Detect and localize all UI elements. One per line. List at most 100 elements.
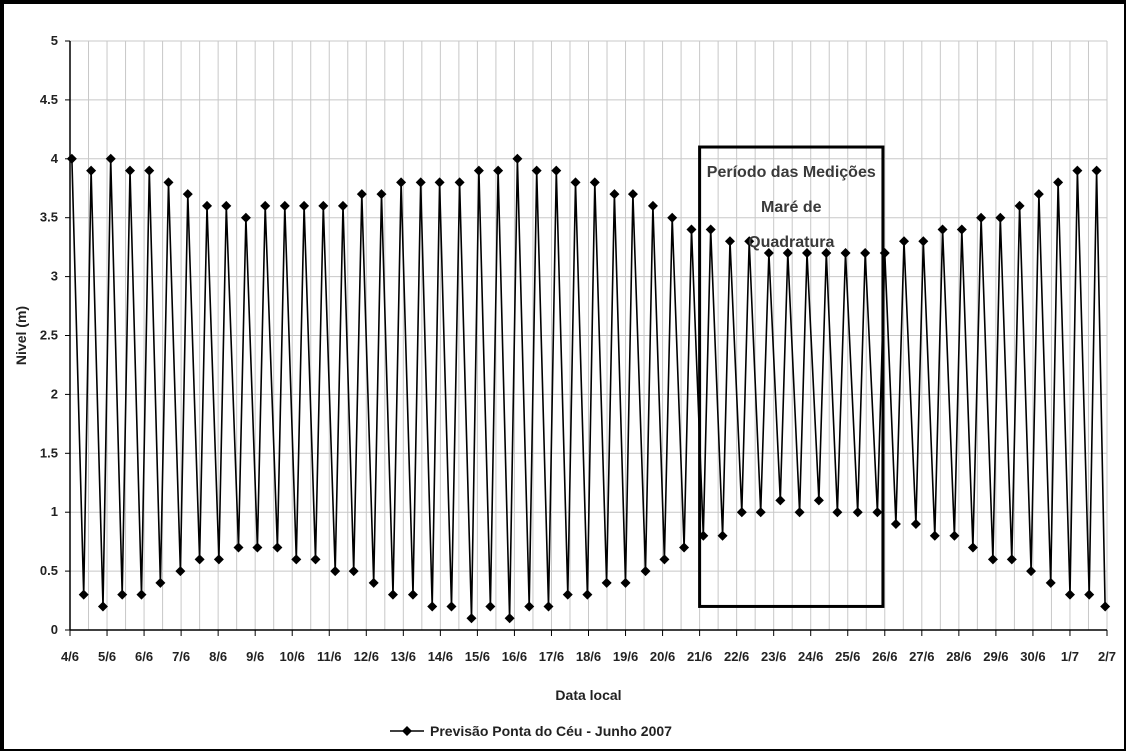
data-point — [647, 200, 658, 211]
x-tick-label: 13/6 — [391, 649, 416, 664]
data-point — [813, 495, 824, 506]
data-point — [144, 165, 155, 176]
annotation-text: Quadratura — [748, 234, 834, 251]
data-point — [182, 189, 193, 200]
data-point — [724, 236, 735, 247]
data-point — [899, 236, 910, 247]
y-tick-label: 1.5 — [40, 445, 58, 460]
data-point — [524, 601, 535, 612]
data-point — [1026, 566, 1037, 577]
annotation-text: Período das Medições — [707, 164, 876, 181]
data-point — [136, 589, 147, 600]
x-tick-label: 16/6 — [502, 649, 527, 664]
x-tick-label: 5/6 — [98, 649, 116, 664]
data-point — [260, 200, 271, 211]
data-point — [97, 601, 108, 612]
y-tick-label: 4.5 — [40, 92, 58, 107]
data-point — [821, 248, 832, 259]
data-point — [233, 542, 244, 553]
data-point — [155, 577, 166, 588]
y-axis-title: Nivel (m) — [13, 306, 29, 365]
data-point — [620, 577, 631, 588]
data-point — [318, 200, 329, 211]
data-point — [640, 566, 651, 577]
data-point — [755, 507, 766, 518]
data-point — [330, 566, 341, 577]
x-tick-label: 17/6 — [539, 649, 564, 664]
data-point — [582, 589, 593, 600]
data-point — [918, 236, 929, 247]
y-tick-label: 3.5 — [40, 210, 58, 225]
data-point — [1072, 165, 1083, 176]
data-point — [929, 530, 940, 541]
data-point — [202, 200, 213, 211]
annotation-box — [698, 145, 885, 608]
data-point — [252, 542, 263, 553]
x-tick-label: 30/6 — [1020, 649, 1045, 664]
y-tick-label: 1 — [51, 504, 58, 519]
x-tick-label: 11/6 — [317, 649, 342, 664]
data-point — [1014, 200, 1025, 211]
data-point — [794, 507, 805, 518]
data-point — [427, 601, 438, 612]
x-tick-label: 25/6 — [835, 649, 860, 664]
data-point — [348, 566, 359, 577]
data-point — [686, 224, 697, 235]
data-point — [531, 165, 542, 176]
data-point — [840, 248, 851, 259]
series-line — [71, 158, 1106, 619]
x-tick-label: 9/6 — [246, 649, 264, 664]
data-point — [782, 248, 793, 259]
data-point — [86, 165, 97, 176]
legend-marker — [402, 726, 412, 736]
data-point — [609, 189, 620, 200]
x-tick-label: 23/6 — [761, 649, 786, 664]
y-tick-label: 2 — [51, 386, 58, 401]
data-point — [1045, 577, 1056, 588]
x-tick-label: 7/6 — [172, 649, 190, 664]
data-point — [627, 189, 638, 200]
data-point — [78, 589, 89, 600]
x-tick-label: 22/6 — [724, 649, 749, 664]
x-tick-label: 14/6 — [428, 649, 453, 664]
data-point — [949, 530, 960, 541]
data-point — [1091, 165, 1102, 176]
x-tick-label: 6/6 — [135, 649, 153, 664]
data-point — [736, 507, 747, 518]
data-point — [802, 248, 813, 259]
data-point — [446, 601, 457, 612]
data-point — [356, 189, 367, 200]
y-tick-label: 0 — [51, 622, 58, 637]
data-point — [1100, 601, 1111, 612]
data-point — [175, 566, 186, 577]
data-point — [485, 601, 496, 612]
data-point — [512, 153, 523, 164]
data-point — [279, 200, 290, 211]
data-point — [1053, 177, 1064, 188]
x-tick-label: 12/6 — [354, 649, 379, 664]
data-point — [240, 212, 251, 223]
data-point — [299, 200, 310, 211]
legend-label: Previsão Ponta do Céu - Junho 2007 — [430, 723, 672, 739]
data-point — [976, 212, 987, 223]
data-point — [956, 224, 967, 235]
y-tick-label: 2.5 — [40, 328, 58, 343]
y-tick-label: 0.5 — [40, 563, 58, 578]
data-point — [163, 177, 174, 188]
data-point — [454, 177, 465, 188]
data-point — [117, 589, 128, 600]
data-point — [124, 165, 135, 176]
data-point — [407, 589, 418, 600]
x-tick-label: 18/6 — [576, 649, 601, 664]
x-tick-label: 2/7 — [1098, 649, 1116, 664]
data-point — [1064, 589, 1075, 600]
data-point — [562, 589, 573, 600]
x-tick-label: 29/6 — [983, 649, 1008, 664]
data-point — [473, 165, 484, 176]
y-tick-label: 3 — [51, 269, 58, 284]
data-point — [910, 518, 921, 529]
data-point — [667, 212, 678, 223]
x-tick-label: 19/6 — [613, 649, 638, 664]
data-point — [601, 577, 612, 588]
x-tick-label: 10/6 — [280, 649, 305, 664]
